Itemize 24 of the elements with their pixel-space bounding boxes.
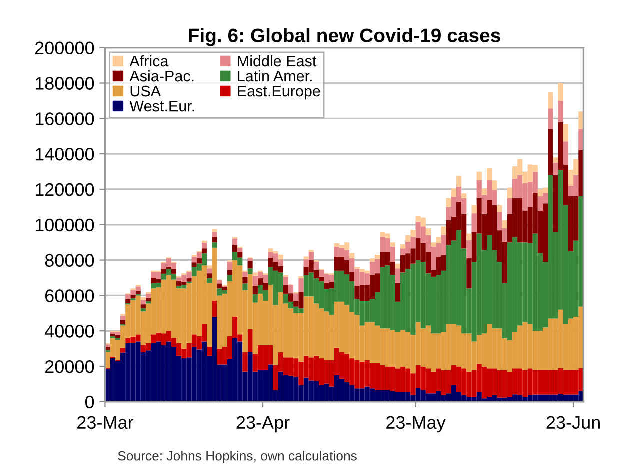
legend-label: USA (130, 86, 162, 97)
legend-label: West.Eur. (130, 101, 194, 112)
legend-label: Africa (130, 55, 169, 67)
y-tick-label: 200000 (35, 42, 94, 55)
y-tick-label: 80000 (45, 254, 94, 268)
x-tick-label: 23-May (386, 416, 446, 433)
y-tick-label: 160000 (36, 112, 94, 126)
source-note: Source: Johns Hopkins, own calculations (118, 451, 357, 464)
y-tick-label: 20000 (46, 360, 94, 374)
y-tick-label: 120000 (36, 183, 94, 196)
y-tick-label: 60000 (46, 290, 94, 302)
legend-label: Latin Amer. (238, 70, 312, 82)
legend-label: Middle East (238, 55, 317, 67)
chart-title: Fig. 6: Global new Covid-19 cases (189, 28, 500, 46)
y-tick-label: 0 (85, 396, 94, 409)
x-tick-label: 23-Apr (236, 416, 290, 433)
y-tick-label: 100000 (36, 218, 94, 232)
legend-label: Asia-Pac. (130, 70, 194, 82)
x-tick-label: 23-Jun (546, 416, 600, 430)
y-tick-label: 180000 (36, 77, 94, 90)
y-tick-label: 40000 (45, 325, 94, 338)
legend-label: East.Europe (238, 86, 320, 100)
y-tick-label: 140000 (36, 148, 94, 161)
x-tick-label: 23-Mar (78, 416, 134, 430)
